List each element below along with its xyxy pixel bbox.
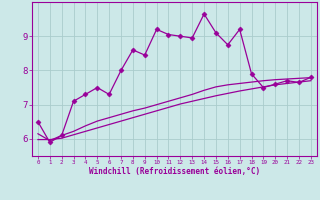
X-axis label: Windchill (Refroidissement éolien,°C): Windchill (Refroidissement éolien,°C): [89, 167, 260, 176]
